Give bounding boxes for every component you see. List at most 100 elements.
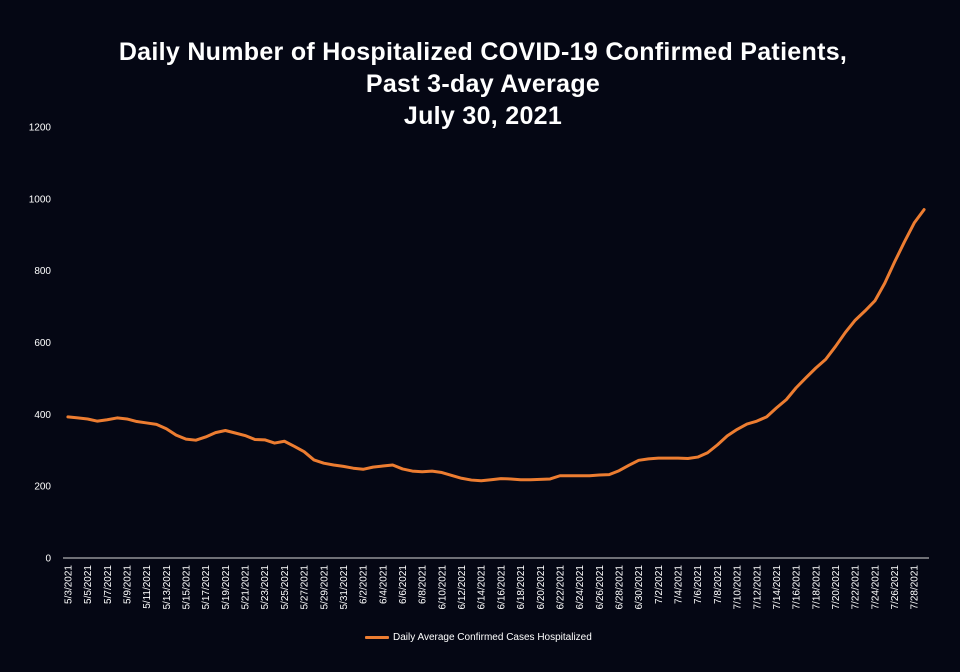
data-point	[362, 468, 364, 470]
data-point	[549, 478, 551, 480]
data-point	[667, 457, 669, 459]
data-point	[224, 429, 226, 431]
data-point	[628, 464, 630, 466]
data-point	[96, 420, 98, 422]
data-point	[588, 475, 590, 477]
data-point	[391, 464, 393, 466]
y-tick-label: 800	[34, 266, 51, 277]
data-point	[618, 470, 620, 472]
data-point	[244, 434, 246, 436]
data-point	[372, 466, 374, 468]
y-tick-label: 400	[34, 410, 51, 421]
data-point	[903, 241, 905, 243]
x-tick-label: 7/26/2021	[890, 565, 901, 610]
data-point	[884, 282, 886, 284]
data-point	[214, 431, 216, 433]
data-point	[756, 420, 758, 422]
data-point	[145, 422, 147, 424]
data-point	[795, 387, 797, 389]
data-point	[706, 452, 708, 454]
x-tick-label: 6/24/2021	[575, 565, 586, 610]
x-tick-label: 5/23/2021	[260, 565, 271, 610]
data-point	[510, 478, 512, 480]
x-tick-label: 7/22/2021	[851, 565, 862, 610]
data-point	[834, 345, 836, 347]
data-point	[352, 467, 354, 469]
data-point	[529, 479, 531, 481]
data-point	[608, 473, 610, 475]
data-point	[598, 474, 600, 476]
data-point	[569, 475, 571, 477]
chart-title: Daily Number of Hospitalized COVID-19 Co…	[0, 36, 960, 132]
x-tick-label: 7/28/2021	[910, 565, 921, 610]
x-tick-label: 5/17/2021	[201, 565, 212, 610]
data-point	[136, 420, 138, 422]
x-tick-label: 7/16/2021	[792, 565, 803, 610]
data-point	[716, 444, 718, 446]
x-tick-label: 5/13/2021	[162, 565, 173, 610]
data-point	[500, 477, 502, 479]
x-tick-label: 5/29/2021	[319, 565, 330, 610]
data-point	[451, 474, 453, 476]
data-point	[431, 470, 433, 472]
data-point	[637, 459, 639, 461]
data-point	[923, 208, 925, 210]
x-tick-label: 6/12/2021	[457, 565, 468, 610]
y-tick-label: 1000	[29, 194, 52, 205]
data-point	[441, 471, 443, 473]
x-tick-label: 6/20/2021	[536, 565, 547, 610]
data-point	[805, 377, 807, 379]
data-point	[175, 434, 177, 436]
data-point	[647, 458, 649, 460]
x-tick-label: 5/19/2021	[221, 565, 232, 610]
x-tick-label: 7/10/2021	[733, 565, 744, 610]
x-tick-label: 6/10/2021	[437, 565, 448, 610]
data-point	[539, 478, 541, 480]
x-tick-label: 5/21/2021	[241, 565, 252, 610]
data-point	[293, 445, 295, 447]
data-point	[775, 407, 777, 409]
data-point	[165, 428, 167, 430]
x-tick-label: 6/8/2021	[418, 565, 429, 604]
data-point	[323, 462, 325, 464]
data-point	[86, 418, 88, 420]
data-point	[204, 436, 206, 438]
x-tick-label: 7/24/2021	[870, 565, 881, 610]
data-point	[687, 457, 689, 459]
data-point	[746, 423, 748, 425]
chart-title-line-3: July 30, 2021	[403, 102, 563, 130]
data-point	[126, 418, 128, 420]
y-tick-label: 1200	[29, 123, 52, 134]
data-point	[844, 331, 846, 333]
data-point	[185, 438, 187, 440]
data-point	[273, 442, 275, 444]
x-tick-label: 6/28/2021	[615, 565, 626, 610]
data-point	[559, 475, 561, 477]
x-tick-label: 6/26/2021	[595, 565, 606, 610]
x-tick-label: 7/6/2021	[693, 565, 704, 604]
data-point	[470, 479, 472, 481]
x-tick-label: 6/6/2021	[398, 565, 409, 604]
x-tick-label: 7/18/2021	[811, 565, 822, 610]
data-point	[697, 456, 699, 458]
x-tick-label: 6/18/2021	[516, 565, 527, 610]
x-tick-label: 5/5/2021	[83, 565, 94, 604]
legend-swatch	[365, 635, 389, 639]
x-tick-label: 6/16/2021	[496, 565, 507, 610]
data-point	[726, 435, 728, 437]
x-tick-label: 5/9/2021	[122, 565, 133, 604]
x-tick-label: 6/22/2021	[555, 565, 566, 610]
chart-legend: Daily Average Confirmed Cases Hospitaliz…	[365, 629, 592, 645]
x-tick-label: 5/15/2021	[182, 565, 193, 610]
series-line	[66, 208, 926, 483]
data-point	[254, 438, 256, 440]
x-tick-label: 5/31/2021	[339, 565, 350, 610]
data-point	[77, 417, 79, 419]
data-point	[854, 319, 856, 321]
legend-label: Daily Average Confirmed Cases Hospitaliz…	[393, 631, 592, 643]
x-tick-label: 6/30/2021	[634, 565, 645, 610]
data-point	[116, 417, 118, 419]
x-tick-label: 6/4/2021	[378, 565, 389, 604]
data-point	[313, 459, 315, 461]
